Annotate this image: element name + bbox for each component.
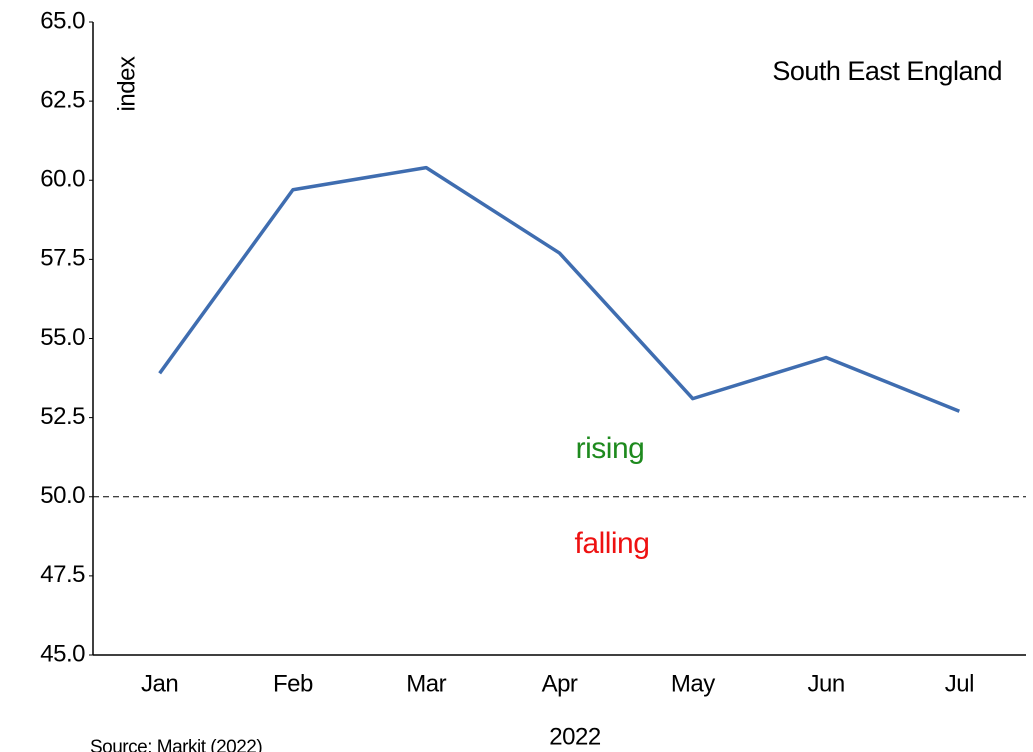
x-tick-label: Jan (141, 670, 178, 697)
x-tick-label: Feb (273, 670, 313, 697)
y-tick-label: 60.0 (40, 166, 85, 193)
annotation: rising (576, 432, 645, 465)
x-axis-label: 2022 (549, 723, 601, 750)
y-axis-label: index (113, 56, 140, 111)
x-tick-label: Jun (807, 670, 844, 697)
y-tick-label: 50.0 (40, 482, 85, 509)
y-tick-label: 52.5 (40, 403, 85, 430)
y-tick-label: 55.0 (40, 324, 85, 351)
x-tick-label: May (671, 670, 715, 697)
source-note: Source: Markit (2022) (90, 737, 262, 752)
annotation: falling (575, 527, 650, 560)
y-tick-label: 47.5 (40, 561, 85, 588)
x-tick-label: Jul (945, 670, 974, 697)
x-tick-label: Mar (406, 670, 446, 697)
y-tick-label: 57.5 (40, 245, 85, 272)
y-tick-label: 45.0 (40, 640, 85, 667)
line-series (158, 165, 961, 413)
chart-title: South East England (772, 56, 1002, 86)
y-tick-label: 65.0 (40, 7, 85, 34)
x-tick-label: Apr (542, 670, 578, 697)
y-tick-label: 62.5 (40, 86, 85, 113)
